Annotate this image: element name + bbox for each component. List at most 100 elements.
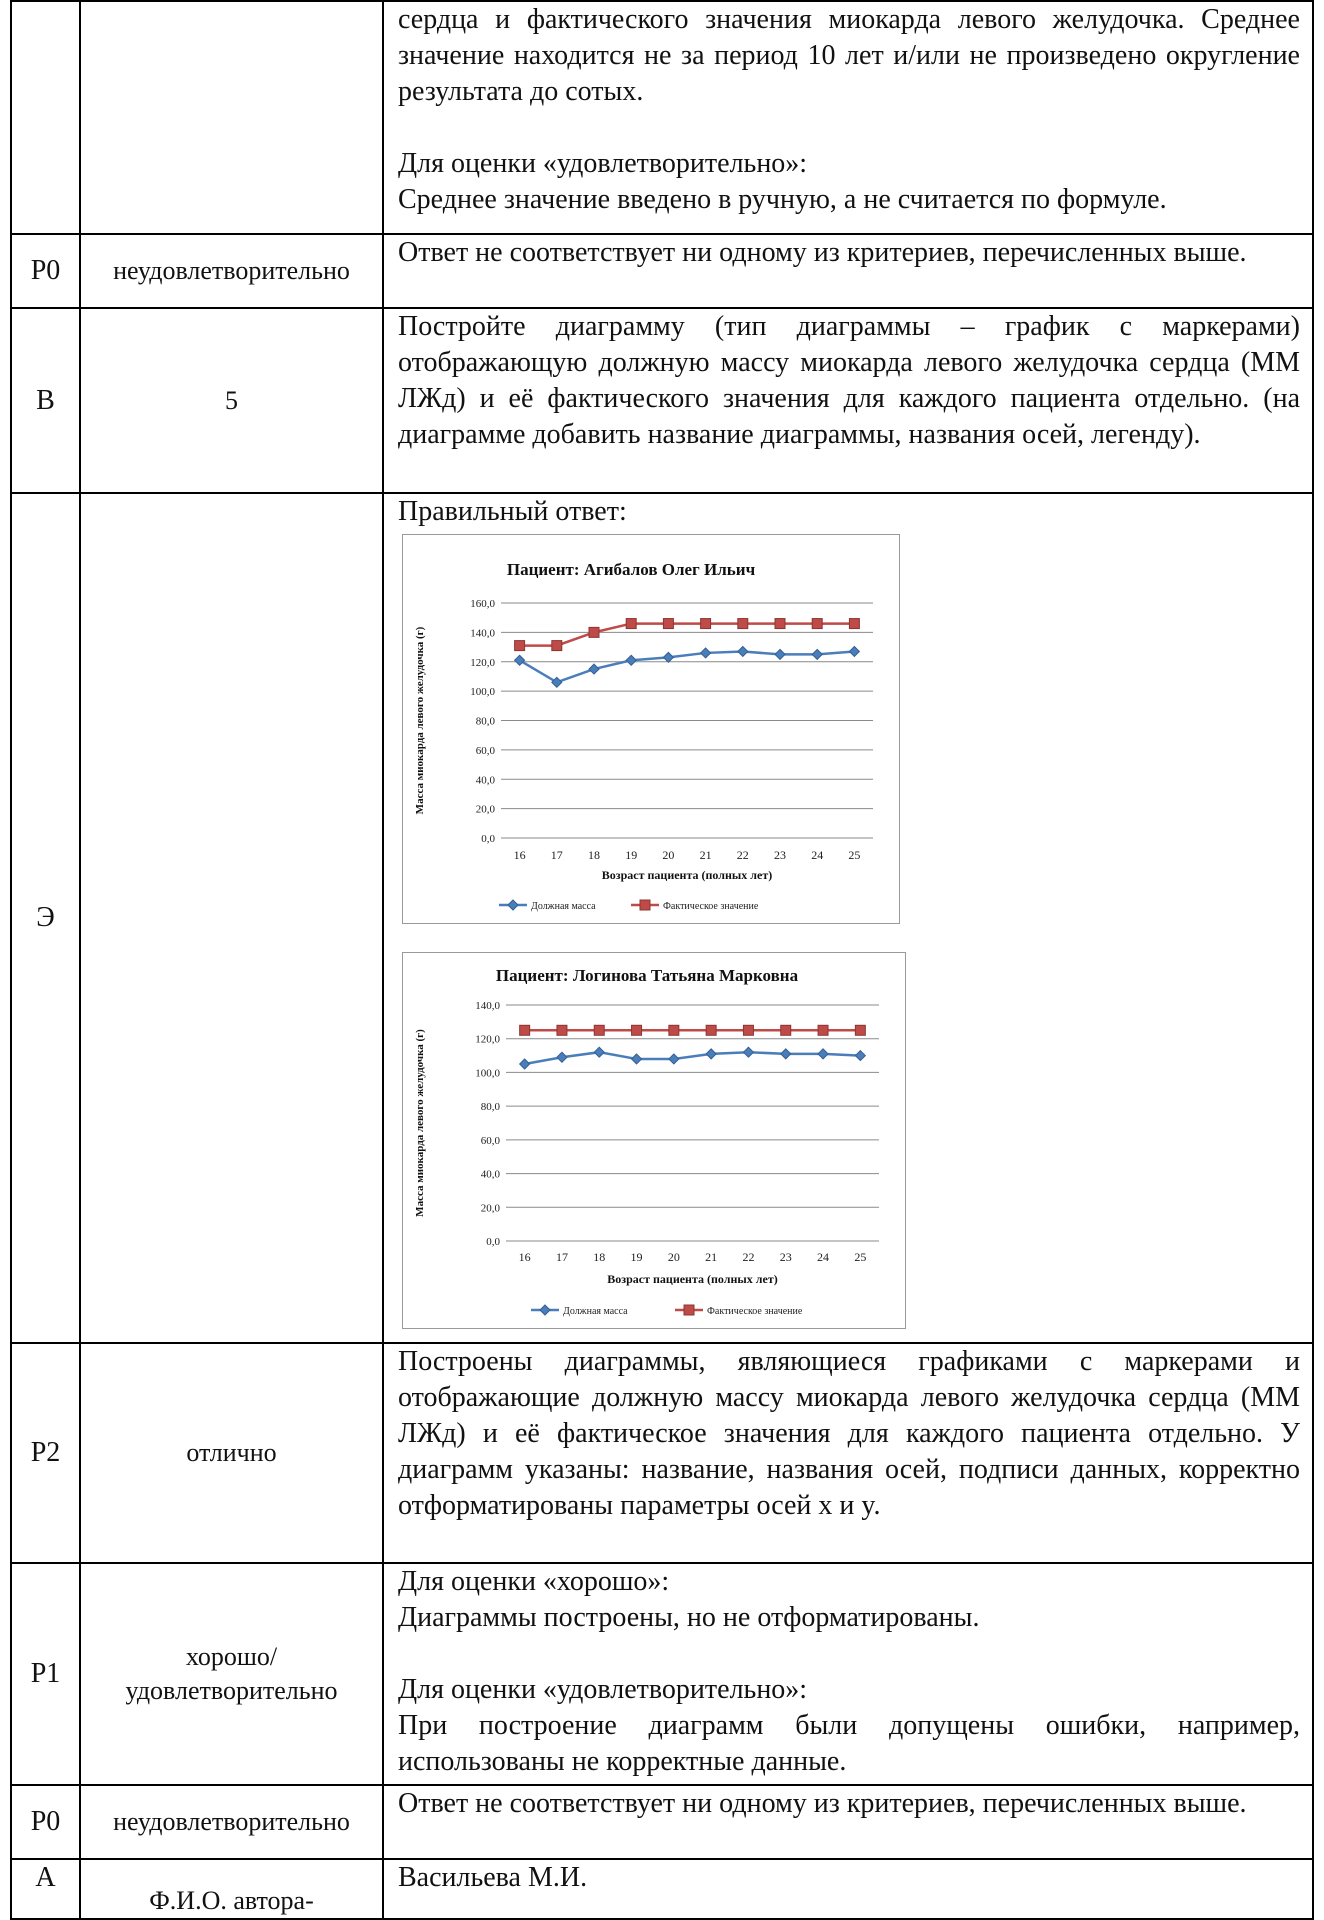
chart-container: 0,0 20,0 40,0 60,0 80,0 100,0 120,0 140,0 16 0,0 1… xyxy=(402,534,1300,1329)
data-point xyxy=(705,1024,717,1036)
text-cell: Построены диаграммы, являющиеся графикам… xyxy=(382,1342,1314,1564)
data-point xyxy=(742,1046,755,1058)
grade-cell: отлично xyxy=(79,1342,384,1564)
data-point xyxy=(513,654,526,666)
data-point xyxy=(662,618,674,630)
code-cell xyxy=(10,0,81,235)
chart-agibalov: 0,0 20,0 40,0 60,0 80,0 100,0 120,0 140,0 160,0 1… xyxy=(402,534,900,924)
criteria-text: Построены диаграммы, являющиеся графикам… xyxy=(398,1346,1300,1521)
data-point xyxy=(630,1053,643,1065)
x-tick-label: 23 xyxy=(780,1250,792,1264)
x-tick-label: 22 xyxy=(737,848,749,862)
y-tick-label: 80,0 xyxy=(476,716,496,728)
data-point xyxy=(854,1024,866,1036)
x-tick-label: 21 xyxy=(700,848,712,862)
grade-cell: 5 xyxy=(79,307,384,494)
data-point xyxy=(700,618,712,630)
x-tick-label: 24 xyxy=(817,1250,829,1264)
grade-cell: Ф.И.О. автора- xyxy=(79,1858,384,1920)
data-point xyxy=(514,640,526,652)
legend-label: Фактическое значение xyxy=(707,1306,803,1317)
data-point xyxy=(811,648,823,661)
criteria-heading: Для оценки «удовлетворительно»: xyxy=(398,148,808,179)
x-tick-label: 20 xyxy=(662,848,674,862)
y-tick-label: 60,0 xyxy=(476,745,496,757)
data-point xyxy=(518,1058,531,1070)
legend-label: Фактическое значение xyxy=(663,901,759,912)
y-tick-label: 60,0 xyxy=(481,1135,501,1147)
x-tick-label: 25 xyxy=(854,1250,866,1264)
grade-cell xyxy=(79,0,384,235)
data-point xyxy=(774,618,786,630)
x-tick-label: 23 xyxy=(774,848,786,862)
y-tick-label: 40,0 xyxy=(476,774,496,786)
y-tick-label: 0,0 xyxy=(486,1236,500,1248)
y-tick-label: 20,0 xyxy=(476,804,496,816)
data-point xyxy=(588,663,600,675)
y-tick-label: 0,0 xyxy=(481,833,495,845)
y-tick-label: 140,0 xyxy=(470,627,495,639)
data-point xyxy=(848,618,860,630)
data-point xyxy=(854,1049,867,1062)
x-tick-label: 21 xyxy=(705,1250,717,1264)
legend-label: Должная масса xyxy=(531,901,596,912)
y-tick-label: 140,0 xyxy=(475,1000,500,1012)
author-name: Васильева М.И. xyxy=(398,1862,588,1893)
code-cell: Э xyxy=(10,492,81,1344)
grade-cell xyxy=(79,492,384,1344)
data-point xyxy=(817,1048,829,1060)
series-line xyxy=(518,650,855,684)
text-cell: Васильева М.И. xyxy=(382,1858,1314,1920)
table-row: В 5 Постройте диаграмму (тип диаграммы –… xyxy=(10,307,1314,494)
x-axis-label: Возраст пациента (полных лет) xyxy=(602,868,772,882)
data-point xyxy=(556,1051,568,1063)
table-row: сердца и фактического значения миокарда … xyxy=(10,0,1314,235)
chart-title: Пациент: Логинова Татьяна Марковна xyxy=(496,966,799,985)
text-cell: Правильный ответ: 0,0 20,0 40,0 60,0 80,0 100… xyxy=(382,492,1314,1344)
table-row: Р1 хорошо/ удовлетворительно Для оценки … xyxy=(10,1562,1314,1786)
code-cell: Р2 xyxy=(10,1342,81,1564)
y-tick-label: 120,0 xyxy=(475,1034,500,1046)
table-row: Р0 неудовлетворительно Ответ не соответс… xyxy=(10,1784,1314,1860)
chart-loginova: 0,0 20,0 40,0 60,0 80,0 100,0 120,0 140,0 16 17 18… xyxy=(402,952,906,1329)
data-point xyxy=(625,618,637,630)
x-tick-label: 18 xyxy=(593,1250,605,1264)
x-tick-label: 16 xyxy=(519,1250,531,1264)
data-point xyxy=(519,1024,531,1036)
table-row: Э Правильный ответ: 0,0 20,0 40,0 60,0 80,0 1… xyxy=(10,492,1314,1344)
text-cell: Ответ не соответствует ни одному из крит… xyxy=(382,1784,1314,1860)
x-tick-label: 25 xyxy=(848,848,860,862)
data-point xyxy=(588,626,600,638)
criteria-text: При построение диаграмм были допущены ош… xyxy=(398,1710,1300,1777)
x-tick-label: 19 xyxy=(625,848,637,862)
data-point xyxy=(625,654,637,666)
y-tick-label: 120,0 xyxy=(470,657,495,669)
x-tick-label: 19 xyxy=(631,1250,643,1264)
grade-cell: неудовлетворительно xyxy=(79,1784,384,1860)
y-tick-label: 100,0 xyxy=(470,686,495,698)
data-point xyxy=(556,1024,568,1036)
series-line xyxy=(519,622,855,647)
criteria-heading: Для оценки «удовлетворительно»: xyxy=(398,1674,808,1705)
text-cell: Постройте диаграмму (тип диаграммы – гра… xyxy=(382,307,1314,494)
task-text: Постройте диаграмму (тип диаграммы – гра… xyxy=(398,311,1300,450)
criteria-text: Ответ не соответствует ни одному из крит… xyxy=(398,1788,1247,1819)
table-row: А Ф.И.О. автора- Васильева М.И. xyxy=(10,1858,1314,1920)
code-cell: В xyxy=(10,307,81,494)
assessment-table: сердца и фактического значения миокарда … xyxy=(10,0,1314,1920)
x-axis-label: Возраст пациента (полных лет) xyxy=(607,1272,777,1286)
data-point xyxy=(742,1024,754,1036)
code-cell: А xyxy=(10,1858,81,1920)
data-point xyxy=(551,676,563,689)
data-point xyxy=(551,640,563,652)
data-point xyxy=(699,647,712,659)
criteria-text: Ответ не соответствует ни одному из крит… xyxy=(398,237,1247,268)
data-point xyxy=(774,648,786,661)
grade-line: удовлетворительно xyxy=(125,1676,338,1705)
code-cell: Р0 xyxy=(10,233,81,309)
criteria-text: Диаграммы построены, но не отформатирова… xyxy=(398,1602,980,1633)
x-tick-label: 22 xyxy=(742,1250,754,1264)
table-row: Р2 отлично Построены диаграммы, являющие… xyxy=(10,1342,1314,1564)
grade-line: хорошо/ xyxy=(185,1642,278,1671)
y-axis-label: Масса миокарда левого желудочка (г) xyxy=(414,626,426,814)
